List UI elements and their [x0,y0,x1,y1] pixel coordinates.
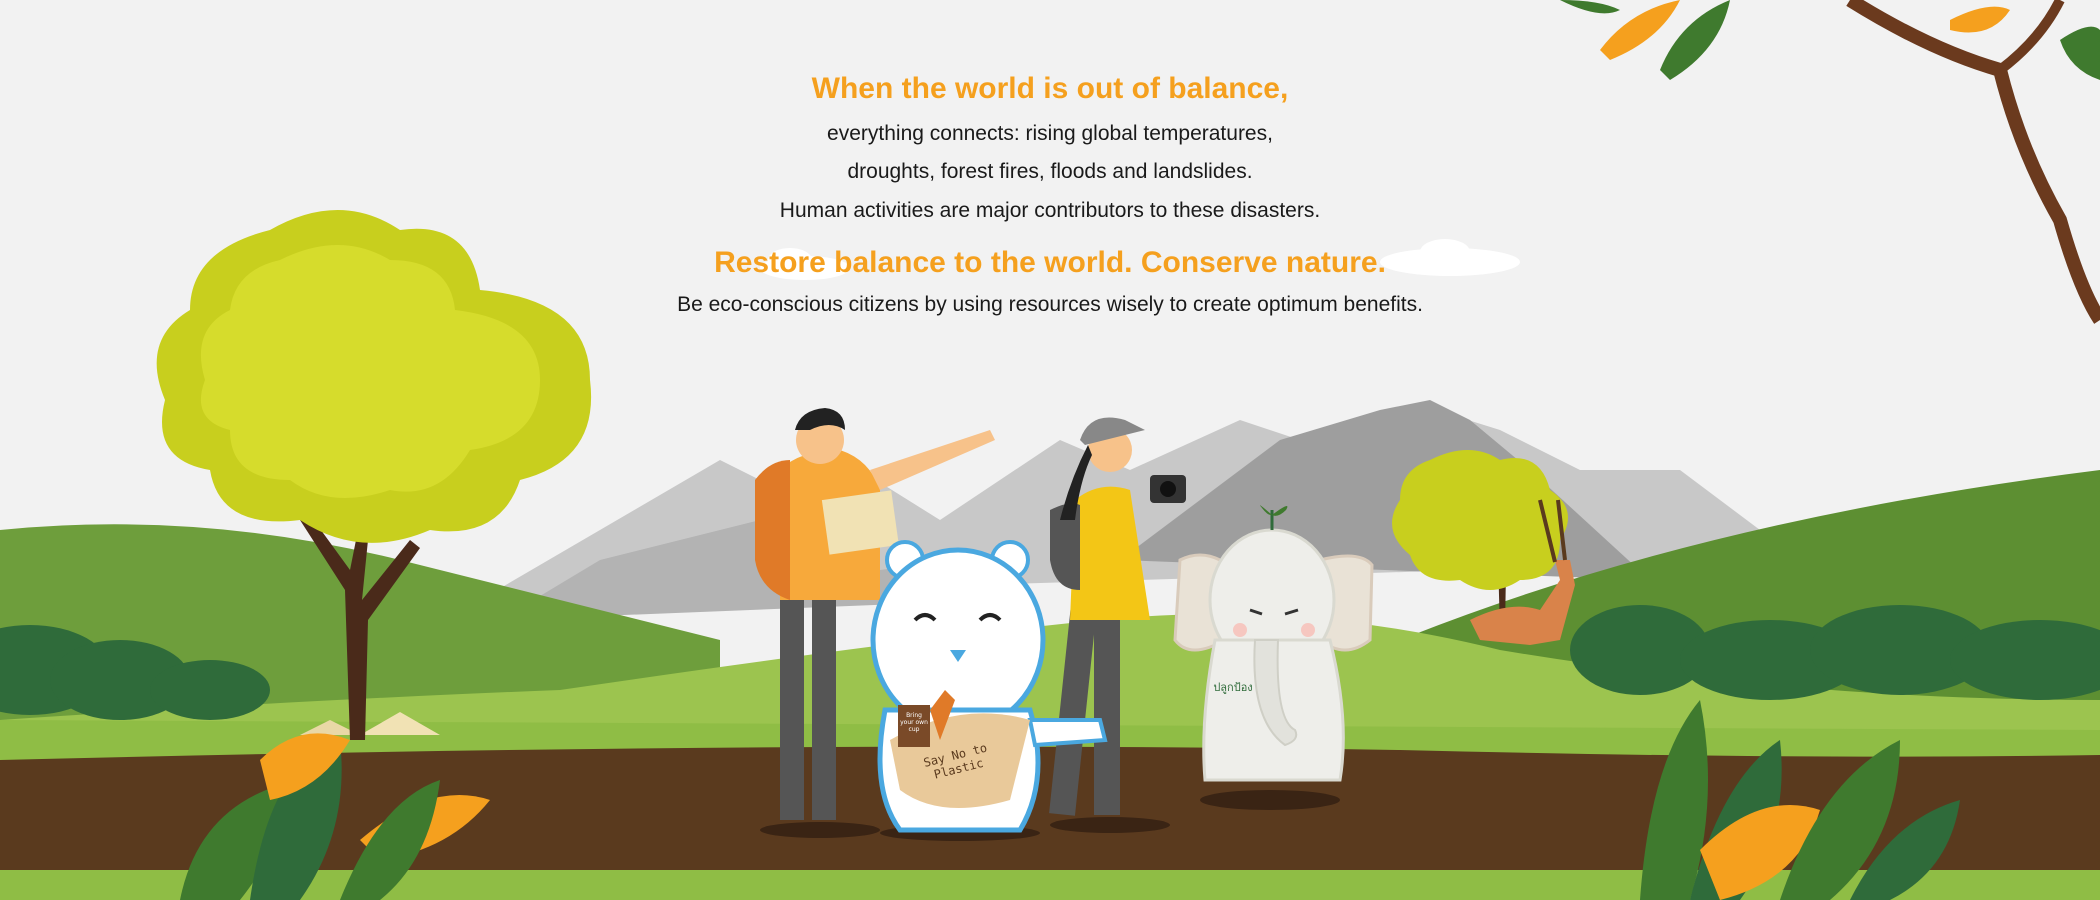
leaf-orange [1600,0,1680,60]
headline-title: When the world is out of balance, [811,72,1289,105]
elephant-logo-text: ปลูกป้อง [1213,681,1253,694]
gazelle [1470,499,1575,645]
call-to-action-title: Restore balance to the world. Conserve n… [714,246,1386,279]
call-to-action-line: Be eco-conscious citizens by using resou… [677,293,1423,316]
rocks [300,712,440,735]
tree-left [156,210,592,740]
hiker-woman [1049,417,1186,833]
cup-text: Bring your own cup [900,712,928,733]
headline-line-2: droughts, forest fires, floods and lands… [847,160,1253,183]
bushes-left [0,625,270,720]
cloud-left [760,248,850,280]
plants-right [1640,700,1960,900]
elephant-mascot [1173,505,1374,810]
tree-top-right [1560,0,2100,324]
headline-line-3: Human activities are major contributors … [779,199,1321,222]
headline-line-1: everything connects: rising global tempe… [827,122,1273,145]
soil-path [0,746,2100,880]
leaf-green [1660,0,1730,80]
bushes-right [1570,605,2100,700]
cloud-right [1380,239,1520,276]
tree-right [1392,450,1568,630]
hiker-man [755,408,995,838]
plants-left [180,733,490,900]
polar-bear [870,540,1108,841]
